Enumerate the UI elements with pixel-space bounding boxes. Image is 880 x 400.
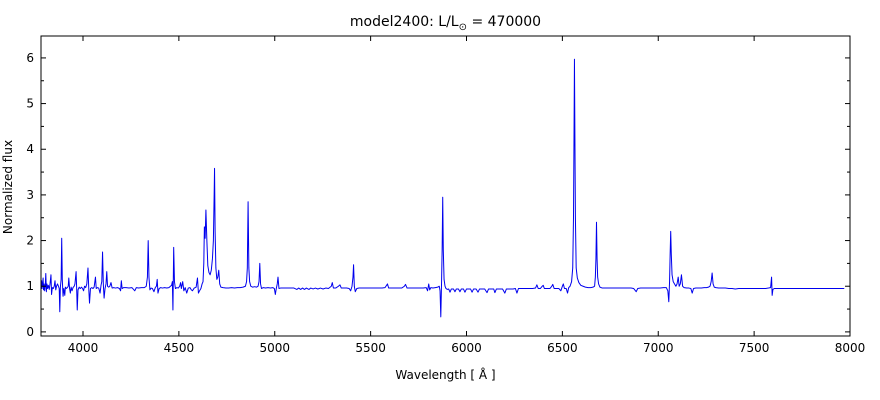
- y-tick-label: 2: [26, 234, 34, 248]
- chart-title: model2400: L/L⊙ = 470000: [41, 14, 850, 33]
- x-tick-label: 5500: [355, 341, 386, 355]
- y-tick-label: 4: [26, 142, 34, 156]
- x-tick-label: 8000: [835, 341, 866, 355]
- y-tick-label: 0: [26, 325, 34, 339]
- chart-title-value: = 470000: [467, 14, 542, 30]
- y-tick-label: 5: [26, 97, 34, 111]
- x-tick-label: 7500: [739, 341, 770, 355]
- spectrum-line: [40, 58, 845, 318]
- y-tick-label: 6: [26, 51, 34, 65]
- x-axis-label: Wavelength [ Å ]: [395, 368, 496, 382]
- x-tick-label: 6500: [547, 341, 578, 355]
- y-tick-label: 1: [26, 279, 34, 293]
- x-tick-label: 4000: [68, 341, 99, 355]
- x-tick-label: 4500: [164, 341, 195, 355]
- x-tick-label: 5000: [259, 341, 290, 355]
- x-tick-label: 7000: [643, 341, 674, 355]
- chart-title-text: model2400: L/L: [349, 14, 459, 30]
- y-axis-label: Normalized flux: [1, 139, 15, 235]
- x-tick-label: 6000: [451, 341, 482, 355]
- axes-frame: [40, 35, 851, 337]
- y-tick-label: 3: [26, 188, 34, 202]
- sun-symbol: ⊙: [458, 22, 468, 33]
